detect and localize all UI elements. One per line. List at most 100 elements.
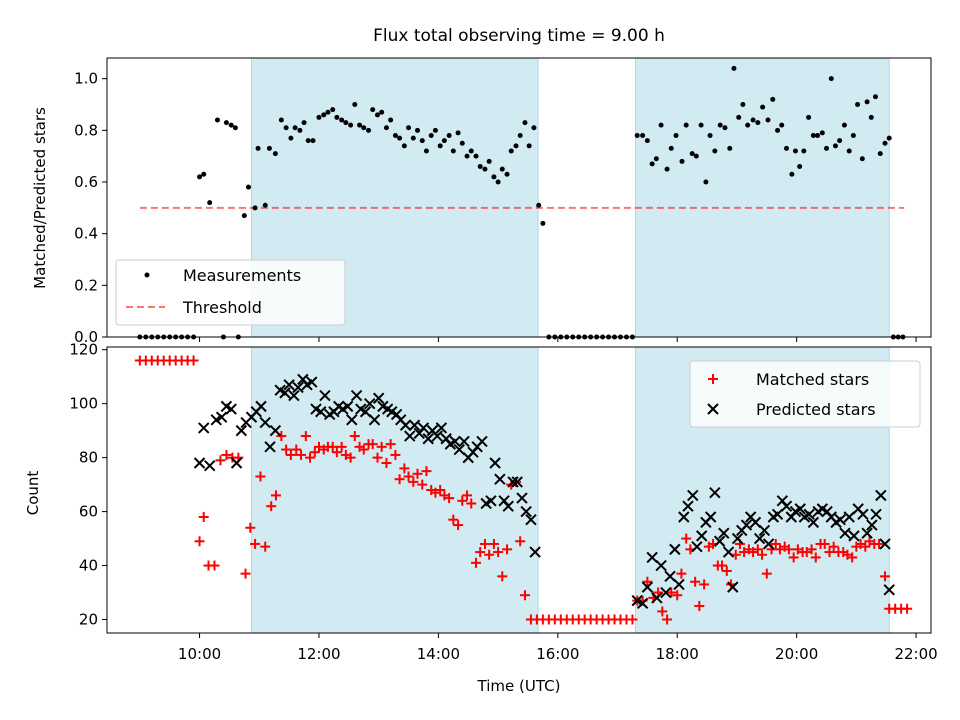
measurement-point — [770, 96, 776, 102]
top-shaded-intervals — [250, 58, 890, 337]
measurement-point — [397, 135, 403, 141]
matched-star-point — [471, 557, 482, 568]
predicted-star-point — [315, 406, 327, 418]
x-tick-label: 10:00 — [178, 645, 221, 663]
measurement-point — [310, 138, 316, 144]
measurement-point — [886, 135, 892, 141]
legend-predicted-marker — [707, 403, 719, 415]
measurement-point — [801, 148, 807, 154]
predicted-marker-b — [631, 594, 643, 607]
matched-star-point — [215, 455, 226, 466]
predicted-marker-b — [852, 503, 864, 515]
measurement-point — [388, 117, 394, 123]
predicted-marker-b — [520, 505, 532, 518]
y-tick-label: 0.6 — [74, 173, 98, 191]
measurement-point — [712, 148, 718, 154]
predicted-marker-b — [377, 400, 389, 413]
matched-star-point — [453, 520, 464, 531]
measurement-point — [736, 114, 742, 120]
measurement-point — [262, 202, 268, 208]
measurement-point — [531, 125, 537, 131]
predicted-marker-b — [404, 430, 416, 442]
matched-star-point — [457, 495, 468, 506]
measurement-point — [401, 143, 407, 149]
predicted-star-point — [422, 433, 434, 445]
matched-star-point — [367, 439, 378, 450]
matched-star-point — [188, 355, 199, 366]
predicted-star-point — [641, 581, 654, 593]
y-tick-label: 0.0 — [74, 328, 98, 346]
measurement-point — [775, 127, 781, 133]
predicted-marker-b — [315, 406, 327, 418]
matched-star-point — [336, 441, 347, 452]
measurement-point — [717, 122, 723, 128]
matched-star-point — [417, 479, 428, 490]
measurement-point — [450, 148, 456, 154]
predicted-star-point — [794, 503, 806, 515]
matched-star-point — [309, 447, 320, 458]
predicted-star-point — [235, 424, 248, 437]
measurement-point — [673, 133, 679, 138]
predicted-star-point — [727, 581, 739, 593]
predicted-marker-b — [292, 381, 304, 394]
bottom-legend-box — [689, 360, 921, 428]
measurement-point — [841, 122, 847, 128]
matched-star-point — [385, 439, 396, 450]
measurement-point — [348, 122, 354, 128]
measurement-point — [689, 151, 695, 157]
predicted-marker-b — [198, 422, 210, 434]
predicted-marker-b — [489, 457, 501, 469]
predicted-star-point — [372, 392, 385, 404]
measurement-point — [419, 138, 425, 144]
measurement-point — [855, 102, 861, 107]
predicted-star-point — [431, 430, 443, 442]
matched-star-point — [255, 471, 266, 482]
predicted-marker-b — [494, 473, 506, 485]
measurement-point — [499, 166, 505, 172]
legend-predicted-label: Predicted stars — [756, 400, 876, 419]
measurement-point — [513, 143, 519, 149]
predicted-star-point — [511, 476, 523, 488]
x-tick-label: 18:00 — [656, 645, 699, 663]
predicted-star-point — [655, 559, 667, 572]
predicted-marker-b — [866, 519, 878, 531]
measurement-point — [305, 138, 311, 144]
measurement-point — [473, 153, 479, 159]
predicted-star-point — [225, 403, 237, 415]
matched-star-point — [412, 468, 423, 479]
predicted-marker-b — [678, 511, 690, 523]
y-tick-label: 40 — [79, 557, 98, 575]
predicted-star-point — [489, 457, 501, 469]
matched-star-point — [721, 565, 732, 576]
matched-star-point — [209, 560, 220, 571]
measurement-point — [731, 65, 737, 71]
y-tick-label: 0.4 — [74, 225, 98, 243]
matched-star-point — [806, 544, 817, 555]
predicted-marker-b — [417, 422, 430, 434]
predicted-marker-b — [435, 422, 448, 434]
predicted-marker-b — [807, 516, 820, 529]
predicted-marker-b — [346, 414, 358, 426]
matched-star-point — [281, 444, 292, 455]
measurement-point — [339, 117, 345, 123]
legend-matched-label: Matched stars — [756, 370, 869, 389]
predicted-star-point — [718, 527, 730, 539]
matched-star-point — [198, 511, 209, 522]
predicted-marker-b — [825, 511, 837, 523]
predicted-marker-b — [215, 411, 228, 423]
y-tick-label: 20 — [79, 611, 98, 629]
bottom-predicted-layer — [193, 373, 895, 610]
measurement-point — [455, 130, 461, 136]
top-panel: 0.0 0.2 0.4 0.6 0.8 1.0 Matched/Predicted sta… — [31, 57, 932, 346]
matched-star-point — [902, 603, 913, 614]
matched-star-point — [390, 449, 401, 460]
predicted-marker-b — [306, 376, 318, 388]
matched-star-point — [345, 452, 356, 463]
predicted-marker-b — [485, 495, 497, 507]
measurement-point — [477, 164, 483, 169]
predicted-marker-b — [651, 592, 663, 604]
predicted-marker-b — [283, 379, 295, 391]
predicted-marker-b — [696, 530, 708, 542]
measurement-point — [197, 174, 203, 180]
measurement-point — [644, 138, 650, 144]
